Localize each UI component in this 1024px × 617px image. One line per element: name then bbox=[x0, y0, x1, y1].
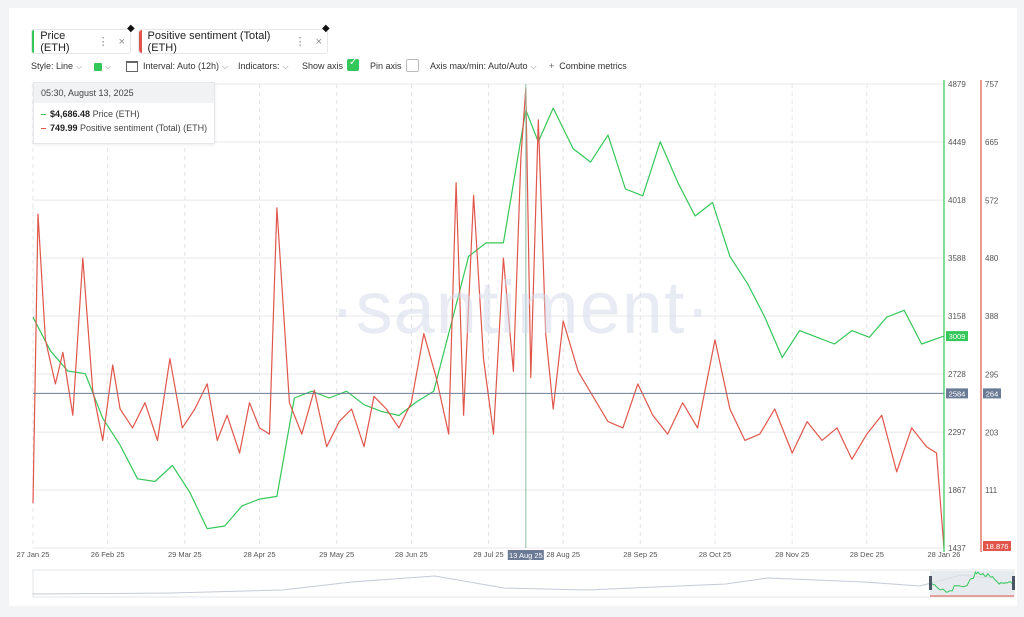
navigator-selection[interactable] bbox=[930, 571, 1014, 597]
tooltip-sentiment-label: Positive sentiment (Total) (ETH) bbox=[80, 123, 208, 133]
tooltip-price-value: $4,686.48 bbox=[50, 109, 91, 119]
last-price-label: 3009 bbox=[949, 332, 966, 341]
grid bbox=[32, 83, 945, 549]
y-left-tick-label: 4018 bbox=[948, 196, 966, 205]
pin-axis-checkbox[interactable] bbox=[406, 59, 419, 72]
last-price-badge bbox=[946, 331, 968, 342]
style-select[interactable]: Style: Line ⌵ bbox=[31, 61, 82, 72]
crosshair-price-label: 2584 bbox=[949, 389, 966, 398]
y-right-tick-label: 388 bbox=[985, 312, 999, 321]
tooltip-row-sentiment: 749.99 Positive sentiment (Total) (ETH) bbox=[34, 121, 214, 135]
crosshair-price-badge bbox=[946, 388, 968, 399]
y-left-tick-label: 1867 bbox=[948, 486, 966, 495]
x-tick-label: 28 Nov 25 bbox=[775, 550, 809, 559]
axis-maxmin-select[interactable]: Axis max/min: Auto/Auto ⌵ bbox=[430, 61, 537, 72]
axes: 4879 4449 4018 3588 3158 2728 2297 1867 1437 757 6… bbox=[17, 80, 1011, 560]
close-icon[interactable]: × bbox=[315, 35, 322, 48]
pin-axis-label: Pin axis bbox=[370, 61, 402, 71]
y-right-tick-label: 480 bbox=[985, 254, 999, 263]
tooltip-row-price: $4,686.48 Price (ETH) bbox=[34, 107, 214, 121]
navigator[interactable] bbox=[32, 569, 1015, 598]
navigator-handle-right[interactable] bbox=[1012, 576, 1015, 590]
navigator-price-line bbox=[929, 571, 1015, 593]
y-right-tick-label: 757 bbox=[985, 80, 999, 89]
metric-chip-price[interactable]: Price (ETH) ⋮ × ◆ bbox=[31, 23, 135, 54]
chevron-down-icon: ⌵ bbox=[282, 62, 289, 71]
chevron-down-icon: ⌵ bbox=[105, 62, 112, 71]
calendar-icon bbox=[126, 61, 138, 73]
check-icon: ✓ bbox=[349, 57, 358, 68]
y-left-tick-label: 4879 bbox=[948, 80, 966, 89]
combine-metrics-button[interactable]: + Combine metrics bbox=[549, 61, 627, 71]
y-left-tick-label: 4449 bbox=[948, 138, 966, 147]
axis-maxmin-label: Axis max/min: Auto/Auto bbox=[430, 61, 528, 71]
metric-color-bar bbox=[32, 30, 35, 53]
x-tick-label: 29 Jul 25 bbox=[473, 550, 503, 559]
style-label: Style: Line bbox=[31, 61, 74, 71]
chevron-down-icon: ⌵ bbox=[530, 62, 537, 71]
x-tick-label: 28 Aug 25 bbox=[546, 550, 580, 559]
plus-icon: + bbox=[549, 61, 555, 71]
show-axis-label: Show axis bbox=[302, 61, 344, 71]
y-left-tick-label: 3158 bbox=[948, 312, 966, 321]
y-right-tick-label: 295 bbox=[985, 370, 999, 379]
x-tick-label: 28 Dec 25 bbox=[850, 550, 884, 559]
chevron-down-icon: ⌵ bbox=[76, 62, 83, 71]
x-tick-label: 29 Mar 25 bbox=[168, 550, 202, 559]
crosshair-date-badge bbox=[507, 550, 544, 560]
metric-color-bar bbox=[139, 30, 142, 53]
last-sentiment-label: 18.876 bbox=[986, 542, 1009, 551]
metric-label: Price (ETH) bbox=[40, 29, 70, 54]
more-options-icon[interactable]: ⋮ bbox=[97, 36, 109, 48]
navigator-history-line bbox=[32, 574, 990, 595]
indicators-select[interactable]: Indicators: ⌵ bbox=[238, 61, 289, 72]
combine-label: Combine metrics bbox=[559, 61, 627, 71]
series-dot-icon bbox=[41, 127, 46, 130]
series-dot-icon bbox=[41, 113, 46, 116]
indicators-label: Indicators: bbox=[238, 61, 280, 71]
ethereum-icon: ◆ bbox=[322, 23, 330, 34]
x-tick-label: 28 Jan 26 bbox=[928, 550, 961, 559]
tooltip: 05:30, August 13, 2025 $4,686.48 Price (… bbox=[33, 82, 215, 144]
x-tick-label: 28 Apr 25 bbox=[243, 550, 275, 559]
crosshair-date-label: 13 Aug 25 bbox=[509, 551, 543, 560]
ethereum-icon: ◆ bbox=[127, 23, 135, 34]
sentiment-series-line bbox=[32, 87, 945, 549]
y-right-tick-label: 665 bbox=[985, 138, 999, 147]
x-tick-label: 29 May 25 bbox=[319, 550, 354, 559]
y-right-tick-label: 203 bbox=[985, 428, 999, 437]
y-left-tick-label: 2297 bbox=[948, 428, 966, 437]
y-left-tick-label: 2728 bbox=[948, 370, 966, 379]
series-lines bbox=[32, 84, 945, 549]
tooltip-date: 05:30, August 13, 2025 bbox=[34, 83, 214, 103]
close-icon[interactable]: × bbox=[118, 35, 125, 48]
y-left-tick-label: 3588 bbox=[948, 254, 966, 263]
x-tick-label: 28 Oct 25 bbox=[699, 550, 732, 559]
crosshair-sentiment-badge bbox=[983, 388, 1001, 399]
x-tick-label: 28 Jun 25 bbox=[395, 550, 428, 559]
navigator-handle-left[interactable] bbox=[929, 576, 932, 590]
x-tick-label: 26 Feb 25 bbox=[91, 550, 125, 559]
x-tick-label: 28 Sep 25 bbox=[623, 550, 657, 559]
metric-label: Positive sentiment (Total) (ETH) bbox=[147, 29, 271, 54]
x-tick-label: 27 Jan 25 bbox=[17, 550, 50, 559]
color-swatch-icon bbox=[94, 62, 102, 71]
y-left-tick-label: 1437 bbox=[948, 544, 966, 553]
y-right-tick-label: 572 bbox=[985, 196, 999, 205]
chevron-down-icon: ⌵ bbox=[222, 62, 229, 71]
interval-label: Interval: Auto (12h) bbox=[143, 61, 220, 71]
y-right-tick-label: 111 bbox=[985, 486, 998, 495]
more-options-icon[interactable]: ⋮ bbox=[294, 36, 306, 48]
show-axis-checkbox[interactable]: ✓ bbox=[347, 57, 359, 71]
interval-select[interactable]: Interval: Auto (12h) ⌵ bbox=[126, 61, 229, 73]
last-sentiment-badge bbox=[983, 541, 1011, 551]
metric-chip-sentiment[interactable]: Positive sentiment (Total) (ETH) ⋮ × ◆ bbox=[138, 23, 330, 54]
tooltip-price-label: Price (ETH) bbox=[92, 109, 140, 119]
price-series-line bbox=[32, 107, 945, 530]
color-select[interactable]: ⌵ bbox=[94, 61, 111, 72]
tooltip-sentiment-value: 749.99 bbox=[50, 123, 78, 133]
crosshair-sentiment-label: 264 bbox=[986, 389, 999, 398]
